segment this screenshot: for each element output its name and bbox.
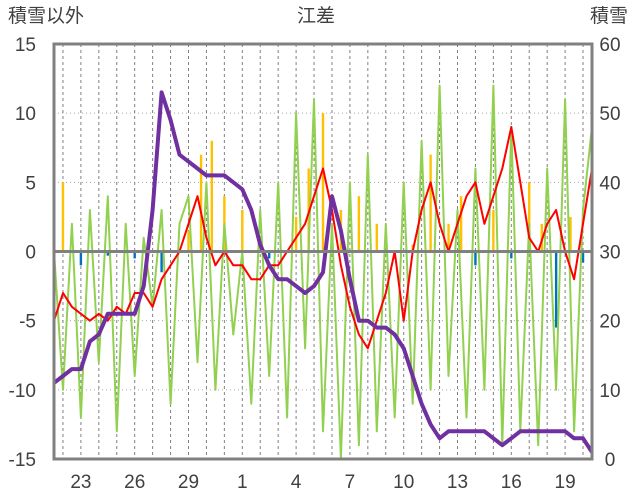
bar-mark — [459, 196, 463, 252]
bar-mark — [492, 210, 495, 252]
bar-mark — [357, 196, 361, 252]
x-tick-label: 23 — [70, 472, 91, 493]
right-tick-label: 60 — [599, 35, 620, 56]
right-tick-label: 20 — [599, 312, 620, 333]
right-tick-label: 10 — [599, 381, 620, 402]
bar-mark — [187, 230, 190, 252]
x-tick-label: 1 — [237, 472, 248, 493]
left-tick-label: -10 — [9, 381, 36, 402]
bar-mark — [61, 182, 65, 252]
left-tick-label: 5 — [25, 173, 36, 194]
bar-mark — [133, 251, 136, 259]
bar-mark — [79, 251, 83, 266]
bar-mark — [528, 182, 531, 252]
right-tick-label: 0 — [605, 450, 616, 471]
x-tick-label: 29 — [178, 472, 199, 493]
x-tick-label: 19 — [555, 472, 576, 493]
bar-mark — [581, 251, 585, 263]
bar-mark — [510, 251, 513, 259]
bar-mark — [268, 251, 271, 259]
x-tick-label: 7 — [345, 472, 356, 493]
bar-mark — [294, 216, 298, 252]
x-tick-label: 16 — [501, 472, 522, 493]
left-tick-label: 15 — [15, 35, 36, 56]
bar-mark — [375, 223, 378, 252]
bar-mark — [554, 251, 558, 328]
left-tick-label: -15 — [9, 450, 36, 471]
bar-mark — [569, 216, 572, 252]
bar-mark — [106, 251, 109, 256]
right-tick-label: 50 — [599, 104, 620, 125]
snow_depth-line — [52, 90, 594, 454]
line-series — [52, 84, 594, 460]
left-axis-label: 積雪以外 — [8, 5, 84, 27]
x-tick-label: 13 — [447, 472, 468, 493]
bar-mark — [429, 154, 432, 252]
right-axis-label: 積雪 — [590, 5, 628, 27]
bar-mark — [321, 113, 325, 252]
left-tick-label: 0 — [25, 243, 36, 264]
bar-mark — [199, 154, 203, 252]
x-tick-label: 26 — [124, 472, 145, 493]
bar-mark — [210, 140, 214, 252]
temperature-line — [53, 126, 593, 350]
bar-mark — [160, 251, 163, 273]
chart-title: 江差 — [297, 5, 335, 27]
bar-mark — [474, 251, 477, 266]
bar-mark — [241, 210, 244, 252]
left-tick-label: 10 — [15, 104, 36, 125]
bar-mark — [447, 223, 450, 252]
plot-frame — [52, 42, 594, 461]
left-tick-label: -5 — [19, 312, 36, 333]
x-tick-label: 10 — [393, 472, 414, 493]
x-tick-label: 4 — [291, 472, 302, 493]
right-tick-label: 40 — [599, 173, 620, 194]
right-tick-label: 30 — [599, 243, 620, 264]
